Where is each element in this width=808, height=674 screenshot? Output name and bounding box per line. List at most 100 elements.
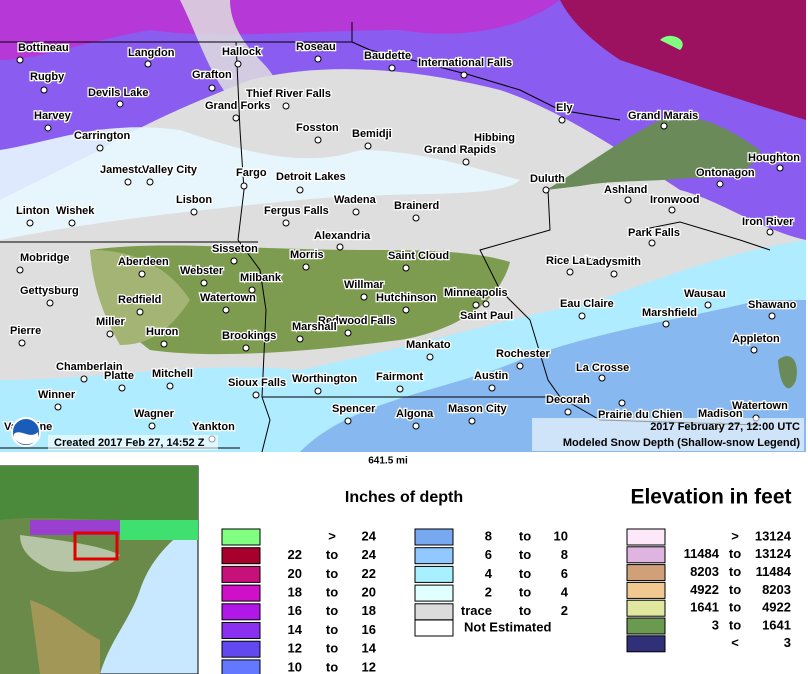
city-dot <box>160 340 168 348</box>
city-dot <box>242 344 250 352</box>
city-label: Madison <box>698 408 743 420</box>
legend-swatch <box>626 546 666 564</box>
city-dot <box>282 102 290 110</box>
city-label: Valley City <box>142 164 198 176</box>
legend-swatch <box>414 565 454 583</box>
legend-low: 6 <box>485 547 492 562</box>
legend-low: 4922 <box>690 582 719 597</box>
legend-high: 8 <box>561 547 568 562</box>
city-dot <box>296 186 304 194</box>
city-dot <box>598 374 606 382</box>
city-label: Grand Rapids <box>424 144 496 156</box>
elevation-legend-title: Elevation in feet <box>630 486 791 509</box>
city-dot <box>364 142 372 150</box>
legend-high: 16 <box>362 622 376 637</box>
legend-low: 1641 <box>690 600 719 615</box>
city-dot <box>564 408 572 416</box>
valid-time: 2017 February 27, 12:00 UTC <box>650 421 800 433</box>
inset-map <box>0 465 199 674</box>
city-dot <box>208 84 216 92</box>
city-label: Saint Paul <box>460 310 513 322</box>
city-label: Baudette <box>364 50 411 62</box>
city-label: Rice Lake <box>546 255 597 267</box>
city-label: Fargo <box>236 167 267 179</box>
city-dot <box>482 300 490 308</box>
legend-high: 1641 <box>762 617 791 632</box>
city-dot <box>704 301 712 309</box>
legend-high: 4 <box>561 585 569 600</box>
city-label: Mobridge <box>20 252 70 264</box>
legend-swatch <box>626 528 666 546</box>
city-dot <box>768 312 776 320</box>
city-label: Austin <box>474 370 509 382</box>
city-dot <box>750 346 758 354</box>
city-label: Spencer <box>332 403 376 415</box>
city-label: Bemidji <box>352 128 392 140</box>
legend-swatch <box>626 564 666 582</box>
city-dot <box>624 196 632 204</box>
city-label: Rugby <box>30 71 65 83</box>
legend-swatch <box>221 565 261 583</box>
legend-swatch <box>626 599 666 617</box>
city-label: Langdon <box>128 47 175 59</box>
city-dot <box>136 308 144 316</box>
city-label: Detroit Lakes <box>276 171 346 183</box>
city-dot <box>190 208 198 216</box>
city-label: Rochester <box>496 348 551 360</box>
city-dot <box>282 219 290 227</box>
city-label: Grafton <box>192 69 232 81</box>
city-dot <box>668 206 676 214</box>
city-label: Mankato <box>406 339 451 351</box>
city-dot <box>68 219 76 227</box>
city-dot <box>352 208 360 216</box>
city-label: Hallock <box>222 46 262 58</box>
city-label: Thief River Falls <box>246 88 331 100</box>
city-dot <box>96 144 104 152</box>
city-dot <box>124 178 132 186</box>
city-label: Duluth <box>530 173 565 185</box>
city-label: Ely <box>556 102 573 114</box>
city-dot <box>138 270 146 278</box>
city-dot <box>144 60 152 68</box>
legend-sep: to <box>729 600 741 615</box>
city-dot <box>488 146 496 154</box>
city-dot <box>248 286 256 294</box>
legend-op: < <box>731 635 739 650</box>
legend-low: 22 <box>288 547 302 562</box>
city-label: Mason City <box>448 403 508 415</box>
city-dot <box>472 301 480 309</box>
city-label: Platte <box>104 370 134 382</box>
legend-sep: to <box>326 659 338 674</box>
legend-sep: to <box>326 566 338 581</box>
city-dot <box>18 339 26 347</box>
legend-high: 22 <box>362 566 376 581</box>
city-dot <box>16 266 24 274</box>
city-label: Aberdeen <box>118 256 169 268</box>
city-label: Yankton <box>192 421 235 433</box>
legend-swatch <box>626 581 666 599</box>
city-dot <box>166 382 174 390</box>
city-label: Fairmont <box>376 371 423 383</box>
legend-high: 6 <box>561 566 568 581</box>
city-dot <box>516 362 524 370</box>
legend-sep: to <box>326 622 338 637</box>
city-label: Lisbon <box>176 194 212 206</box>
city-label: Marshall <box>292 321 337 333</box>
city-dot <box>16 56 24 64</box>
city-dot <box>412 422 420 430</box>
legend-swatch <box>626 635 666 653</box>
legend-swatch <box>221 603 261 621</box>
city-dot <box>116 100 124 108</box>
city-dot <box>222 306 230 314</box>
city-label: Redwood Falls <box>318 315 396 327</box>
legend-low: 14 <box>288 622 303 637</box>
city-dot <box>54 403 62 411</box>
legend-high: 14 <box>362 641 377 656</box>
depth-legend-title: Inches of depth <box>345 489 463 506</box>
legend-high: 24 <box>362 528 377 543</box>
city-label: Grand Marais <box>628 110 698 122</box>
city-label: Webster <box>180 265 224 277</box>
city-dot <box>344 417 352 425</box>
city-dot <box>402 306 410 314</box>
legend-low: 8203 <box>690 564 719 579</box>
